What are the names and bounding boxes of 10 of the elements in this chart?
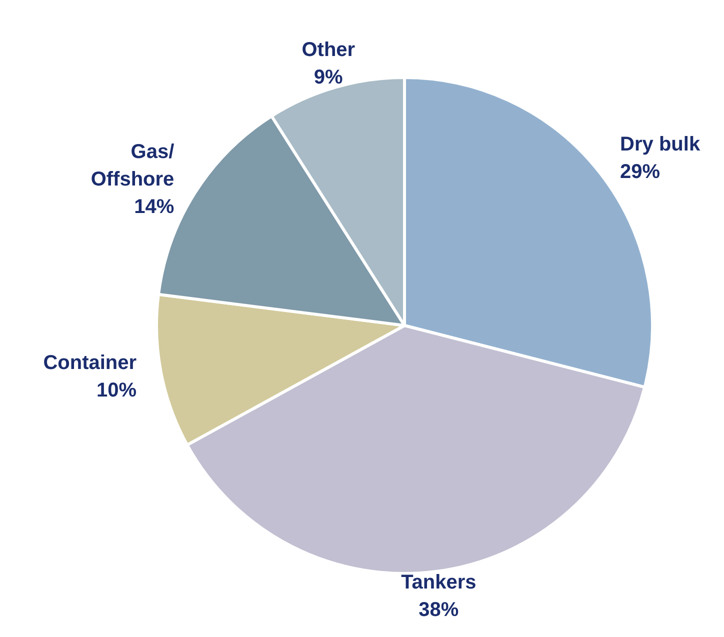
slice-label: Dry bulk [620, 134, 701, 156]
slice-label: Container [43, 352, 137, 374]
data-label: 29% [620, 161, 660, 184]
data-label: 9% [314, 66, 344, 88]
slice-label: Other [302, 38, 356, 61]
data-label: 38% [418, 598, 459, 621]
data-label: 14% [134, 196, 174, 218]
slice-label: Gas/ Offshore [90, 140, 175, 190]
data-label: 10% [96, 379, 137, 402]
slice-label: Tankers [401, 571, 476, 594]
